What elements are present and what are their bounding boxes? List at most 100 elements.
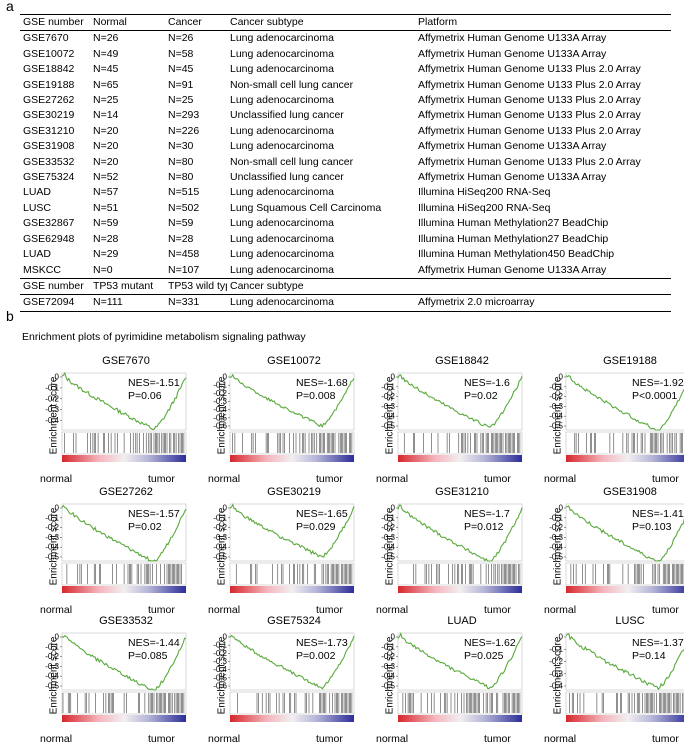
table-row: GSE33532 N=20 N=80 Non-small cell lung canc… (20, 155, 671, 170)
table-cell: GSE19188 (23, 78, 75, 91)
rank-gradient-bar (62, 715, 186, 722)
tumor-label: tumor (652, 473, 679, 485)
p-value: P=0.06 (128, 390, 162, 402)
normal-label: normal (376, 473, 409, 485)
table-cell: GSE32867 (23, 217, 75, 230)
enrichment-curve (61, 371, 187, 431)
table-row: GSE27262 N=25 N=25 Lung adenocarcinoma Affym… (20, 93, 671, 108)
tumor-label: tumor (148, 733, 175, 745)
barcode-frame (565, 431, 684, 455)
tumor-label: tumor (484, 473, 511, 485)
plot-title: GSE7670 (102, 355, 150, 367)
table-cell: Cancer subtype (227, 13, 415, 32)
y-tick-label: -0.3 (45, 405, 59, 414)
table-cell: N=91 (168, 78, 194, 91)
plot-svg: 0-0.1-0.2-0.3-0.4-0.5 (381, 504, 523, 593)
barcode-frame (229, 431, 355, 455)
p-value: P=0.025 (464, 650, 504, 662)
y-tick-label: -0.2 (45, 523, 59, 532)
tumor-label: tumor (148, 473, 175, 485)
table-cell: LUAD (23, 186, 52, 199)
table-cell: Lung adenocarcinoma (230, 232, 334, 245)
y-tick-label: 0 (391, 504, 396, 513)
y-tick-label: -0.1 (549, 645, 563, 654)
table-cell: GSE62948 (23, 232, 75, 245)
tumor-label: tumor (652, 604, 679, 616)
enrichment-plot: GSE31908 Enrichment score 0 -0.1 -0.2 -0.3 -0.… (534, 486, 684, 618)
p-value: P=0.008 (296, 390, 336, 402)
y-tick-label: -0.1 (213, 641, 227, 650)
nes-value: NES=-1.37 (632, 637, 684, 649)
nes-value: NES=-1.73 (296, 637, 348, 649)
y-tick-label: -0.1 (549, 513, 563, 522)
table-cell: TP53 wild type (165, 277, 227, 296)
y-tick-label: 0 (55, 633, 60, 642)
nes-annotation: NES=-1.41 P=0.103 (632, 508, 684, 534)
y-tick-label: -0.4 (381, 672, 395, 681)
y-tick-label: 0 (223, 504, 228, 513)
barcode-frame (565, 562, 684, 586)
y-tick-label: -0.2 (213, 523, 227, 532)
enrichment-plot: GSE75324 Enrichment score 0 -0.1 -0.2 -0.3 -0.… (198, 615, 358, 747)
y-tick-label: -0.4 (213, 543, 227, 552)
table-cell: LUAD (23, 248, 52, 261)
barcode-frame (397, 562, 523, 586)
table-cell: N=49 (93, 47, 119, 60)
table-cell: N=45 (93, 63, 119, 76)
rank-gradient-bar (566, 586, 684, 593)
plot-svg: 0-0.1-0.2-0.3-0.4-0.5 (45, 504, 187, 593)
table-cell: Lung adenocarcinoma (227, 294, 415, 312)
table-cell: GSE18842 (23, 63, 75, 76)
barcode-frame (397, 431, 523, 455)
plot-title: GSE10072 (267, 355, 321, 367)
enrichment-plot: LUAD Enrichment score 0 -0.1 -0.2 -0.3 -0.4 -0.… (366, 615, 526, 747)
y-tick-label: 0 (559, 504, 564, 513)
rank-gradient-bar (566, 715, 684, 722)
enrichment-plot: GSE31210 Enrichment score 0 -0.1 -0.2 -0.3 -0.… (366, 486, 526, 618)
table-cell: Lung adenocarcinoma (230, 63, 334, 76)
normal-label: normal (40, 473, 73, 485)
y-tick-label: -0.5 (381, 553, 395, 562)
y-tick-label: -0.1 (381, 642, 395, 651)
y-tick-label: -0.3 (381, 662, 395, 671)
nes-value: NES=-1.62 (464, 637, 516, 649)
nes-annotation: NES=-1.7 P=0.012 (464, 508, 510, 534)
enrichment-curve (229, 634, 355, 690)
table-cell: GSE33532 (23, 155, 75, 168)
plot-svg: 0-0.1-0.2-0.3-0.4-0.5 (381, 632, 523, 722)
enrichment-curve (61, 634, 186, 691)
tumor-label: tumor (484, 604, 511, 616)
table-cell: Non-small cell lung cancer (230, 155, 354, 168)
table-cell: N=25 (168, 94, 194, 107)
table-cell: Lung adenocarcinoma (230, 263, 334, 276)
table-cell: N=515 (168, 186, 200, 199)
plot-frame (61, 632, 187, 691)
rank-gradient-bar (62, 586, 186, 593)
figure-subtitle: Enrichment plots of pyrimidine metabolis… (22, 331, 306, 343)
plot-frame (229, 632, 355, 691)
rank-gradient-bar (62, 455, 186, 462)
table-cell: GSE27262 (23, 94, 75, 107)
y-tick-label: -0.2 (381, 392, 395, 401)
table-cell: N=51 (93, 201, 119, 214)
nes-annotation: NES=-1.57 P=0.02 (128, 508, 180, 534)
y-tick-label: -0.5 (45, 553, 59, 562)
plot-frame (565, 503, 684, 562)
normal-label: normal (40, 733, 73, 745)
y-tick-label: -0.1 (549, 382, 563, 391)
plot-frame (565, 632, 684, 691)
p-value: P=0.002 (296, 650, 336, 662)
table-cell: N=0 (93, 263, 113, 276)
y-tick-label: -0.5 (213, 673, 227, 682)
y-tick-label: -0.3 (45, 533, 59, 542)
table-cell: N=458 (168, 248, 200, 261)
table-cell: N=30 (168, 140, 194, 153)
y-tick-label: -0.2 (45, 652, 59, 661)
table-cell: GSE7670 (23, 32, 69, 45)
y-tick-label: -0.2 (549, 657, 563, 666)
plot-svg: 0-0.1-0.2-0.3-0.4-0.5 (381, 373, 523, 462)
y-tick-label: -0.2 (213, 389, 227, 398)
nes-value: NES=-1.68 (296, 377, 348, 389)
nes-value: NES=-1.57 (128, 508, 180, 520)
